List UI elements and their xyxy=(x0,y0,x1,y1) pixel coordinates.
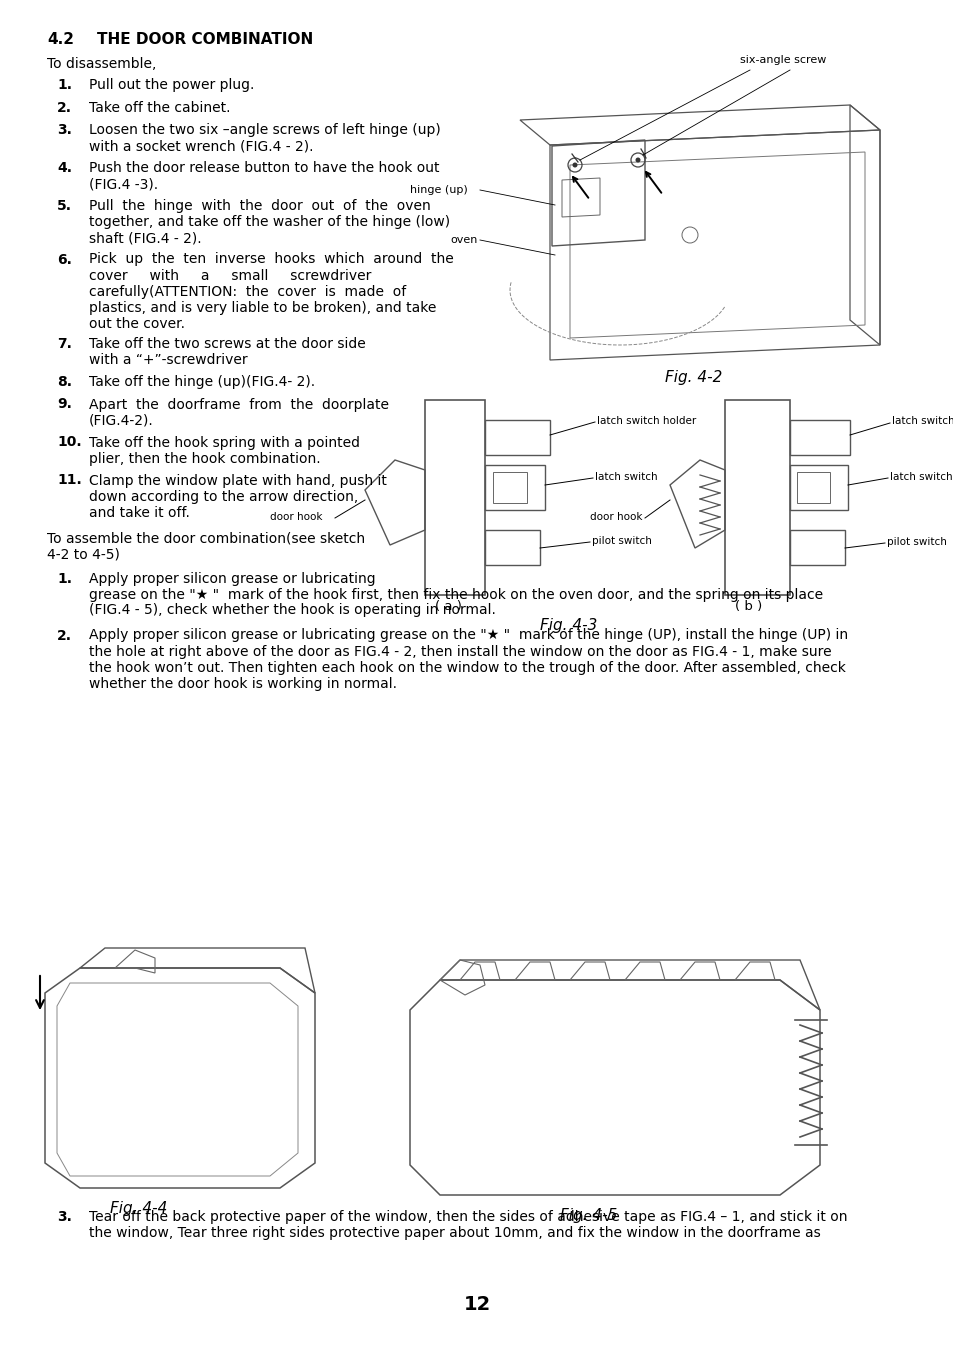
Text: Clamp the window plate with hand, push it
down according to the arrow direction,: Clamp the window plate with hand, push i… xyxy=(89,473,387,520)
Text: pilot switch: pilot switch xyxy=(886,536,946,547)
Text: pilot switch: pilot switch xyxy=(592,536,651,546)
Text: 4.2: 4.2 xyxy=(47,32,74,47)
Circle shape xyxy=(572,162,577,168)
Text: latch switch: latch switch xyxy=(889,471,952,482)
Text: To disassemble,: To disassemble, xyxy=(47,57,156,72)
Text: ( b ): ( b ) xyxy=(734,600,761,613)
Text: oven: oven xyxy=(450,235,476,245)
Text: Fig. 4-4: Fig. 4-4 xyxy=(110,1201,167,1216)
Text: Apart  the  doorframe  from  the  doorplate
(FIG.4-2).: Apart the doorframe from the doorplate (… xyxy=(89,397,389,428)
Text: 12: 12 xyxy=(463,1296,490,1315)
Text: 4.: 4. xyxy=(57,161,71,176)
Text: Pull  the  hinge  with  the  door  out  of  the  oven
together, and take off the: Pull the hinge with the door out of the … xyxy=(89,199,450,246)
Text: Take off the hook spring with a pointed
plier, then the hook combination.: Take off the hook spring with a pointed … xyxy=(89,435,359,466)
Text: Fig. 4-3: Fig. 4-3 xyxy=(539,617,597,634)
Text: Pull out the power plug.: Pull out the power plug. xyxy=(89,78,254,92)
Text: 2.: 2. xyxy=(57,628,71,643)
Text: door hook: door hook xyxy=(589,512,641,521)
Text: 9.: 9. xyxy=(57,397,71,412)
Text: Loosen the two six –angle screws of left hinge (up)
with a socket wrench (FIG.4 : Loosen the two six –angle screws of left… xyxy=(89,123,440,153)
Text: 5.: 5. xyxy=(57,199,71,213)
Text: grease on the "★ "  mark of the hook first, then fix the hook on the oven door, : grease on the "★ " mark of the hook firs… xyxy=(89,588,822,601)
Text: 7.: 7. xyxy=(57,336,71,351)
Text: 10.: 10. xyxy=(57,435,82,450)
Text: To assemble the door combination(see sketch
4-2 to 4-5): To assemble the door combination(see ske… xyxy=(47,531,365,561)
Text: Fig. 4-5: Fig. 4-5 xyxy=(559,1208,617,1223)
Text: 2.: 2. xyxy=(57,100,71,115)
Text: Push the door release button to have the hook out
(FIG.4 -3).: Push the door release button to have the… xyxy=(89,161,439,192)
Circle shape xyxy=(635,158,639,162)
Text: Fig. 4-2: Fig. 4-2 xyxy=(664,370,721,385)
Text: 3.: 3. xyxy=(57,123,71,136)
Text: Apply proper silicon grease or lubricating grease on the "★ "  mark of the hinge: Apply proper silicon grease or lubricati… xyxy=(89,628,847,692)
Text: six-angle screw: six-angle screw xyxy=(740,55,825,65)
Text: 8.: 8. xyxy=(57,376,71,389)
Text: 11.: 11. xyxy=(57,473,82,488)
Text: ( a ): ( a ) xyxy=(435,600,461,613)
Text: 1.: 1. xyxy=(57,571,71,586)
Text: door hook: door hook xyxy=(270,512,322,521)
Text: Apply proper silicon grease or lubricating: Apply proper silicon grease or lubricati… xyxy=(89,571,375,586)
Text: Take off the cabinet.: Take off the cabinet. xyxy=(89,100,231,115)
Text: Take off the two screws at the door side
with a “+”-screwdriver: Take off the two screws at the door side… xyxy=(89,336,365,367)
Text: THE DOOR COMBINATION: THE DOOR COMBINATION xyxy=(97,32,313,47)
Text: (FIG.4 - 5), check whether the hook is operating in normal.: (FIG.4 - 5), check whether the hook is o… xyxy=(89,603,496,617)
Text: 1.: 1. xyxy=(57,78,71,92)
Text: 6.: 6. xyxy=(57,253,71,266)
Text: latch switch holder: latch switch holder xyxy=(891,416,953,426)
Text: Tear off the back protective paper of the window, then the sides of adhesive tap: Tear off the back protective paper of th… xyxy=(89,1210,846,1240)
Text: 3.: 3. xyxy=(57,1210,71,1224)
Text: hinge (up): hinge (up) xyxy=(410,185,467,195)
Text: latch switch: latch switch xyxy=(595,471,657,482)
Text: Take off the hinge (up)(FIG.4- 2).: Take off the hinge (up)(FIG.4- 2). xyxy=(89,376,314,389)
Text: latch switch holder: latch switch holder xyxy=(597,416,696,426)
Text: Pick  up  the  ten  inverse  hooks  which  around  the
cover     with     a     : Pick up the ten inverse hooks which arou… xyxy=(89,253,454,331)
